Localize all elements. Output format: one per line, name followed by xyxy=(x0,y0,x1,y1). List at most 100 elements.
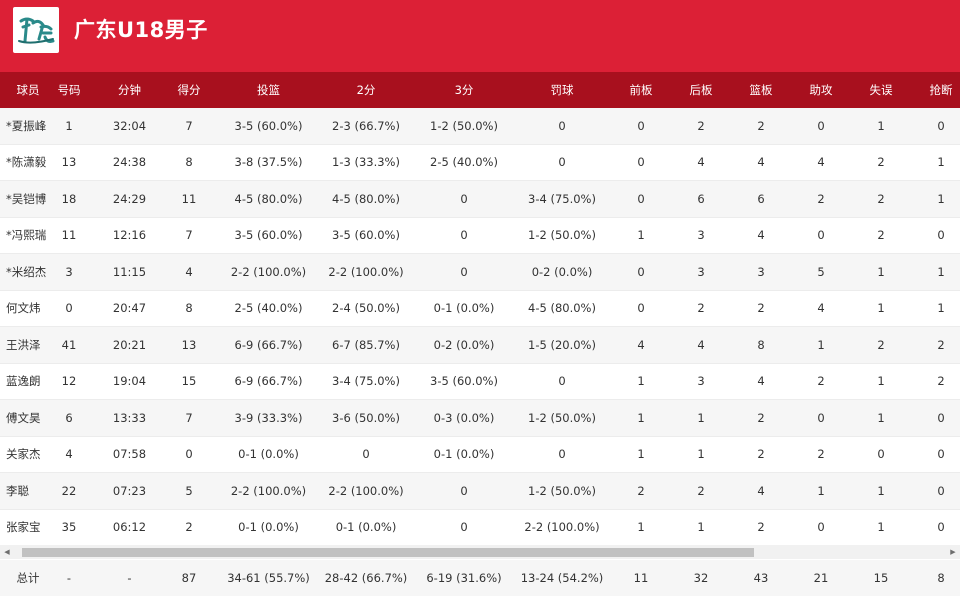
column-header-assists[interactable]: 助攻 xyxy=(809,83,833,97)
total-steals: 8 xyxy=(937,571,945,585)
player-assists: 0 xyxy=(817,410,825,425)
player-defensive-rebounds: 3 xyxy=(697,264,705,279)
player-turnovers: 1 xyxy=(877,301,885,316)
player-name[interactable]: 张家宝 xyxy=(6,520,41,535)
total-free-throws: 13-24 (54.2%) xyxy=(520,571,604,585)
scrollbar-thumb[interactable] xyxy=(22,548,754,557)
player-minutes: 11:15 xyxy=(112,264,147,279)
player-assists: 2 xyxy=(817,191,825,206)
player-two-pointers: 0-1 (0.0%) xyxy=(335,520,397,535)
column-header-two-pointers[interactable]: 2分 xyxy=(356,83,376,97)
player-three-pointers: 0 xyxy=(460,191,468,206)
player-field-goals: 4-5 (80.0%) xyxy=(234,191,303,206)
column-header-turnovers[interactable]: 失误 xyxy=(869,83,893,97)
player-defensive-rebounds: 6 xyxy=(697,191,705,206)
player-field-goals: 3-9 (33.3%) xyxy=(234,410,303,425)
column-header-field-goals[interactable]: 投篮 xyxy=(257,83,280,97)
player-number: 35 xyxy=(61,520,77,535)
table-header: 球员 号码 分钟 得分 投篮 2分 3分 罚球 前板 后板 篮板 助攻 失误 抢… xyxy=(0,72,960,108)
player-field-goals: 3-8 (37.5%) xyxy=(234,155,303,170)
player-minutes: 24:38 xyxy=(112,155,147,170)
player-offensive-rebounds: 0 xyxy=(637,264,645,279)
player-rebounds: 4 xyxy=(757,228,765,243)
player-free-throws: 1-5 (20.0%) xyxy=(528,337,596,352)
player-name[interactable]: *夏振峰 xyxy=(6,118,47,133)
scroll-right-icon[interactable]: ▶ xyxy=(950,548,956,556)
player-offensive-rebounds: 1 xyxy=(637,520,645,535)
table-row: 李聪 22 07:23 5 2-2 (100.0%) 2-2 (100.0%) 0 1-2 (… xyxy=(0,473,960,510)
player-field-goals: 2-2 (100.0%) xyxy=(230,264,307,279)
player-defensive-rebounds: 2 xyxy=(697,301,705,316)
player-minutes: 20:21 xyxy=(112,337,147,352)
column-header-number[interactable]: 号码 xyxy=(57,83,81,97)
team-name: 广东U18男子 xyxy=(74,18,208,42)
player-defensive-rebounds: 2 xyxy=(697,118,705,133)
player-free-throws: 1-2 (50.0%) xyxy=(528,228,596,243)
player-defensive-rebounds: 4 xyxy=(697,155,705,170)
player-name[interactable]: 何文炜 xyxy=(6,301,41,316)
column-header-steals[interactable]: 抢断 xyxy=(929,83,953,97)
player-offensive-rebounds: 1 xyxy=(637,374,645,389)
player-name[interactable]: 关家杰 xyxy=(6,447,41,462)
player-field-goals: 3-5 (60.0%) xyxy=(234,228,303,243)
player-name[interactable]: 傅文昊 xyxy=(6,410,41,425)
player-turnovers: 1 xyxy=(877,483,885,498)
player-name[interactable]: 蓝逸朗 xyxy=(6,374,41,389)
player-field-goals: 3-5 (60.0%) xyxy=(234,118,303,133)
player-name[interactable]: *米绍杰 xyxy=(6,264,47,279)
player-points: 5 xyxy=(185,483,193,498)
player-two-pointers: 2-2 (100.0%) xyxy=(328,264,404,279)
player-free-throws: 0 xyxy=(558,118,566,133)
player-number: 6 xyxy=(65,410,73,425)
player-two-pointers: 6-7 (85.7%) xyxy=(332,337,400,352)
column-header-minutes[interactable]: 分钟 xyxy=(118,83,141,97)
player-two-pointers: 3-4 (75.0%) xyxy=(332,374,400,389)
player-three-pointers: 0 xyxy=(460,520,468,535)
player-offensive-rebounds: 2 xyxy=(637,483,645,498)
column-header-three-pointers[interactable]: 3分 xyxy=(454,83,474,97)
player-name[interactable]: *冯熙瑞 xyxy=(6,228,47,243)
player-free-throws: 4-5 (80.0%) xyxy=(528,301,596,316)
player-steals: 2 xyxy=(937,337,945,352)
total-points: 87 xyxy=(181,571,197,585)
player-steals: 1 xyxy=(937,155,945,170)
player-two-pointers: 1-3 (33.3%) xyxy=(332,155,400,170)
horizontal-scrollbar[interactable]: ◀ ▶ xyxy=(0,545,960,559)
player-three-pointers: 1-2 (50.0%) xyxy=(430,118,498,133)
team-logo-icon xyxy=(13,7,59,53)
player-assists: 2 xyxy=(817,374,825,389)
scroll-left-icon[interactable]: ◀ xyxy=(4,548,10,556)
column-header-free-throws[interactable]: 罚球 xyxy=(550,83,574,97)
player-name[interactable]: 李聪 xyxy=(6,483,29,498)
player-two-pointers: 0 xyxy=(362,447,370,462)
player-free-throws: 0 xyxy=(558,155,566,170)
player-steals: 0 xyxy=(937,228,945,243)
player-free-throws: 0 xyxy=(558,447,566,462)
player-name[interactable]: *吴铠博 xyxy=(6,191,47,206)
player-turnovers: 1 xyxy=(877,410,885,425)
table-row: *陈潇毅 13 24:38 8 3-8 (37.5%) 1-3 (33.3%) 2-5 (4… xyxy=(0,144,960,181)
column-header-player[interactable]: 球员 xyxy=(16,83,40,97)
column-header-points[interactable]: 得分 xyxy=(177,83,201,97)
player-name[interactable]: *陈潇毅 xyxy=(6,155,47,170)
player-three-pointers: 0-1 (0.0%) xyxy=(433,301,495,316)
player-number: 0 xyxy=(65,301,73,316)
total-defensive-rebounds: 32 xyxy=(693,571,709,585)
column-header-offensive-rebounds[interactable]: 前板 xyxy=(629,83,653,97)
player-free-throws: 0 xyxy=(558,374,566,389)
player-rebounds: 8 xyxy=(757,337,765,352)
player-steals: 0 xyxy=(937,483,945,498)
player-three-pointers: 0 xyxy=(460,264,468,279)
player-offensive-rebounds: 1 xyxy=(637,228,645,243)
player-field-goals: 0-1 (0.0%) xyxy=(238,520,299,535)
player-points: 13 xyxy=(181,337,197,352)
player-name[interactable]: 王洪泽 xyxy=(6,337,41,352)
player-free-throws: 1-2 (50.0%) xyxy=(528,410,596,425)
player-steals: 2 xyxy=(937,374,945,389)
player-field-goals: 6-9 (66.7%) xyxy=(234,374,303,389)
column-header-defensive-rebounds[interactable]: 后板 xyxy=(689,83,713,97)
player-number: 3 xyxy=(65,264,73,279)
column-header-rebounds[interactable]: 篮板 xyxy=(749,83,773,97)
player-defensive-rebounds: 1 xyxy=(697,447,705,462)
total-turnovers: 15 xyxy=(873,571,889,585)
